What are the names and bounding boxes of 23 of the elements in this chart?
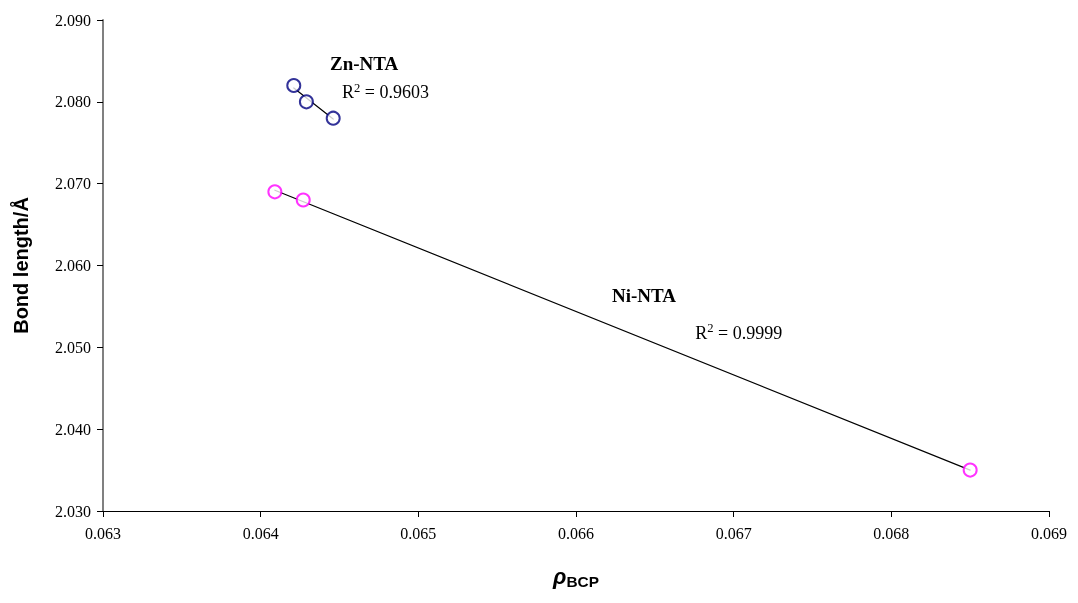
point — [298, 94, 314, 110]
y-axis-title: Bond length/Å — [9, 197, 32, 334]
x-tick-label: 0.066 — [558, 524, 594, 542]
x-tick-label: 0.069 — [1031, 524, 1067, 542]
x-tick-label: 0.064 — [242, 524, 279, 542]
y-tick-label: 2.070 — [55, 175, 91, 193]
annotation: Zn-NTA — [330, 52, 399, 74]
y-tick-label: 2.030 — [55, 502, 91, 520]
x-tick-label: 0.065 — [400, 524, 437, 542]
y-tick-label: 2.040 — [55, 420, 91, 438]
x-tick-label: 0.068 — [873, 524, 910, 542]
x-tick-label: 0.067 — [715, 524, 752, 542]
point — [962, 462, 978, 478]
y-tick-label: 2.080 — [55, 93, 91, 111]
y-tick-label: 2.050 — [55, 338, 91, 356]
y-tick-label: 2.090 — [55, 11, 91, 29]
point — [286, 77, 302, 93]
y-tick-label: 2.060 — [55, 257, 91, 274]
annotation: Ni-NTA — [611, 285, 677, 307]
point — [295, 192, 311, 208]
point — [267, 184, 283, 200]
x-tick-label: 0.063 — [85, 524, 121, 542]
point — [325, 110, 341, 126]
